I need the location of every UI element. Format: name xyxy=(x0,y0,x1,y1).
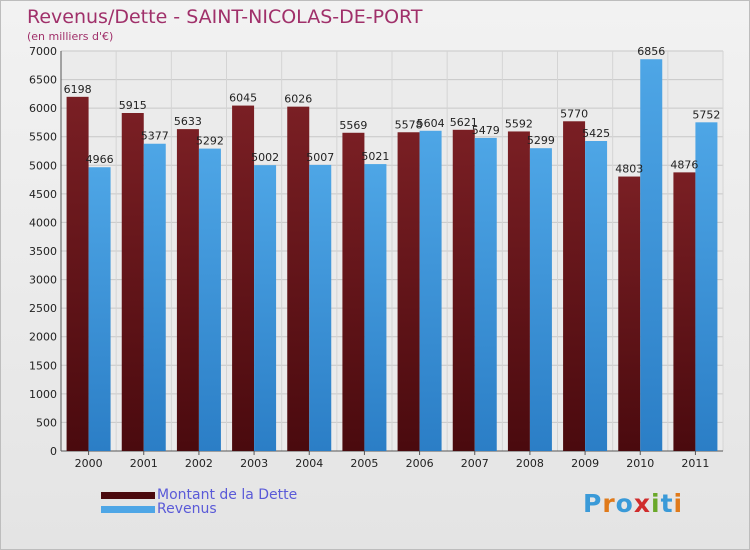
data-label-dette: 5578 xyxy=(395,118,423,131)
data-label-dette: 5770 xyxy=(560,107,588,120)
data-label-dette: 6026 xyxy=(284,93,312,106)
logo-letter: P xyxy=(583,489,603,518)
x-tick-label: 2005 xyxy=(350,457,378,470)
x-tick-label: 2007 xyxy=(461,457,489,470)
logo-letter: o xyxy=(615,489,634,518)
legend-label-dette: Montant de la Dette xyxy=(157,487,298,503)
data-label-revenus: 5479 xyxy=(472,124,500,137)
y-tick-label: 500 xyxy=(36,416,57,429)
x-tick-label: 2006 xyxy=(406,457,434,470)
data-label-dette: 5569 xyxy=(339,119,367,132)
data-label-revenus: 5002 xyxy=(251,151,279,164)
x-tick-label: 2011 xyxy=(681,457,709,470)
bar-revenus xyxy=(309,164,332,451)
y-tick-label: 3000 xyxy=(29,274,57,287)
data-label-revenus: 5604 xyxy=(417,117,445,130)
bar-dette xyxy=(563,121,586,452)
data-label-revenus: 4966 xyxy=(86,153,114,166)
y-tick-label: 7000 xyxy=(29,45,57,58)
chart-subtitle: (en milliers d'€) xyxy=(27,30,114,43)
bar-revenus xyxy=(640,59,663,451)
y-tick-label: 6000 xyxy=(29,102,57,115)
bar-dette xyxy=(452,129,475,452)
data-label-dette: 6198 xyxy=(64,83,92,96)
bar-dette xyxy=(397,132,420,451)
data-label-dette: 6045 xyxy=(229,92,257,105)
y-tick-label: 1500 xyxy=(29,359,57,372)
data-label-revenus: 6856 xyxy=(637,45,665,58)
x-tick-label: 2004 xyxy=(295,457,323,470)
label-layer: 6198 4966 5915 5377 5633 5292 6045 5002 6026 5007… xyxy=(64,45,721,175)
bar-dette xyxy=(673,172,696,451)
data-label-revenus: 5299 xyxy=(527,134,555,147)
data-label-revenus: 5377 xyxy=(141,130,169,143)
y-tick-label: 4000 xyxy=(29,216,57,229)
y-tick-label: 5000 xyxy=(29,159,57,172)
x-tick-label: 2001 xyxy=(130,457,158,470)
bar-dette xyxy=(342,132,365,451)
bar-dette xyxy=(66,96,89,451)
legend-swatch-dette xyxy=(101,491,155,499)
bar-revenus xyxy=(585,141,608,451)
data-label-dette: 4803 xyxy=(615,163,643,176)
bar-dette xyxy=(507,131,530,451)
data-label-revenus: 5021 xyxy=(361,150,389,163)
legend-label-revenus: Revenus xyxy=(157,501,217,517)
bar-revenus xyxy=(474,137,497,451)
x-tick-label: 2009 xyxy=(571,457,599,470)
legend-item-dette: Montant de la Dette xyxy=(101,487,297,503)
y-tick-label: 2000 xyxy=(29,331,57,344)
data-label-revenus: 5752 xyxy=(692,108,720,121)
y-tick-label: 1000 xyxy=(29,388,57,401)
x-tick-label: 2010 xyxy=(626,457,654,470)
y-tick-label: 3500 xyxy=(29,245,57,258)
y-tick-label: 6500 xyxy=(29,74,57,87)
bar-revenus xyxy=(529,148,552,451)
bar-revenus xyxy=(143,143,166,451)
x-tick-label: 2000 xyxy=(75,457,103,470)
data-label-dette: 5915 xyxy=(119,99,147,112)
data-label-revenus: 5007 xyxy=(306,151,334,164)
data-label-dette: 5621 xyxy=(450,116,478,129)
legend-swatch-revenus xyxy=(101,505,155,513)
x-tick-label: 2008 xyxy=(516,457,544,470)
bar-revenus xyxy=(419,130,442,451)
bar-dette xyxy=(618,176,641,452)
x-tick-label: 2002 xyxy=(185,457,213,470)
logo-letter: i xyxy=(651,489,661,518)
axis-layer: 0 500 1000 1500 2000 2500 3000 3500 4000 4500 5000… xyxy=(29,45,723,470)
legend-item-revenus: Revenus xyxy=(101,501,217,517)
bar-dette xyxy=(121,113,144,451)
x-tick-label: 2003 xyxy=(240,457,268,470)
data-label-dette: 4876 xyxy=(670,158,698,171)
data-label-dette: 5633 xyxy=(174,115,202,128)
bar-revenus xyxy=(364,164,387,452)
bar-revenus xyxy=(695,122,718,452)
bar-dette xyxy=(176,129,199,451)
data-label-revenus: 5425 xyxy=(582,127,610,140)
logo-letter: i xyxy=(673,489,684,518)
logo-letter: r xyxy=(602,489,616,518)
bar-dette xyxy=(287,106,310,452)
y-tick-label: 4500 xyxy=(29,188,57,201)
chart-title: Revenus/Dette - SAINT-NICOLAS-DE-PORT xyxy=(27,6,423,28)
bar-revenus xyxy=(254,165,277,451)
data-label-revenus: 5292 xyxy=(196,135,224,148)
bar-revenus xyxy=(88,167,111,451)
logo-letter: x xyxy=(633,489,651,518)
y-tick-label: 5500 xyxy=(29,131,57,144)
bar-layer xyxy=(66,59,718,452)
data-label-dette: 5592 xyxy=(505,117,533,130)
bar-dette xyxy=(232,105,255,452)
y-tick-label: 0 xyxy=(50,445,57,458)
bar-revenus xyxy=(198,148,221,451)
proxiti-logo: Proxiti xyxy=(583,489,683,518)
y-tick-label: 2500 xyxy=(29,302,57,315)
grid-layer xyxy=(60,50,724,452)
logo-letter: t xyxy=(660,489,674,518)
